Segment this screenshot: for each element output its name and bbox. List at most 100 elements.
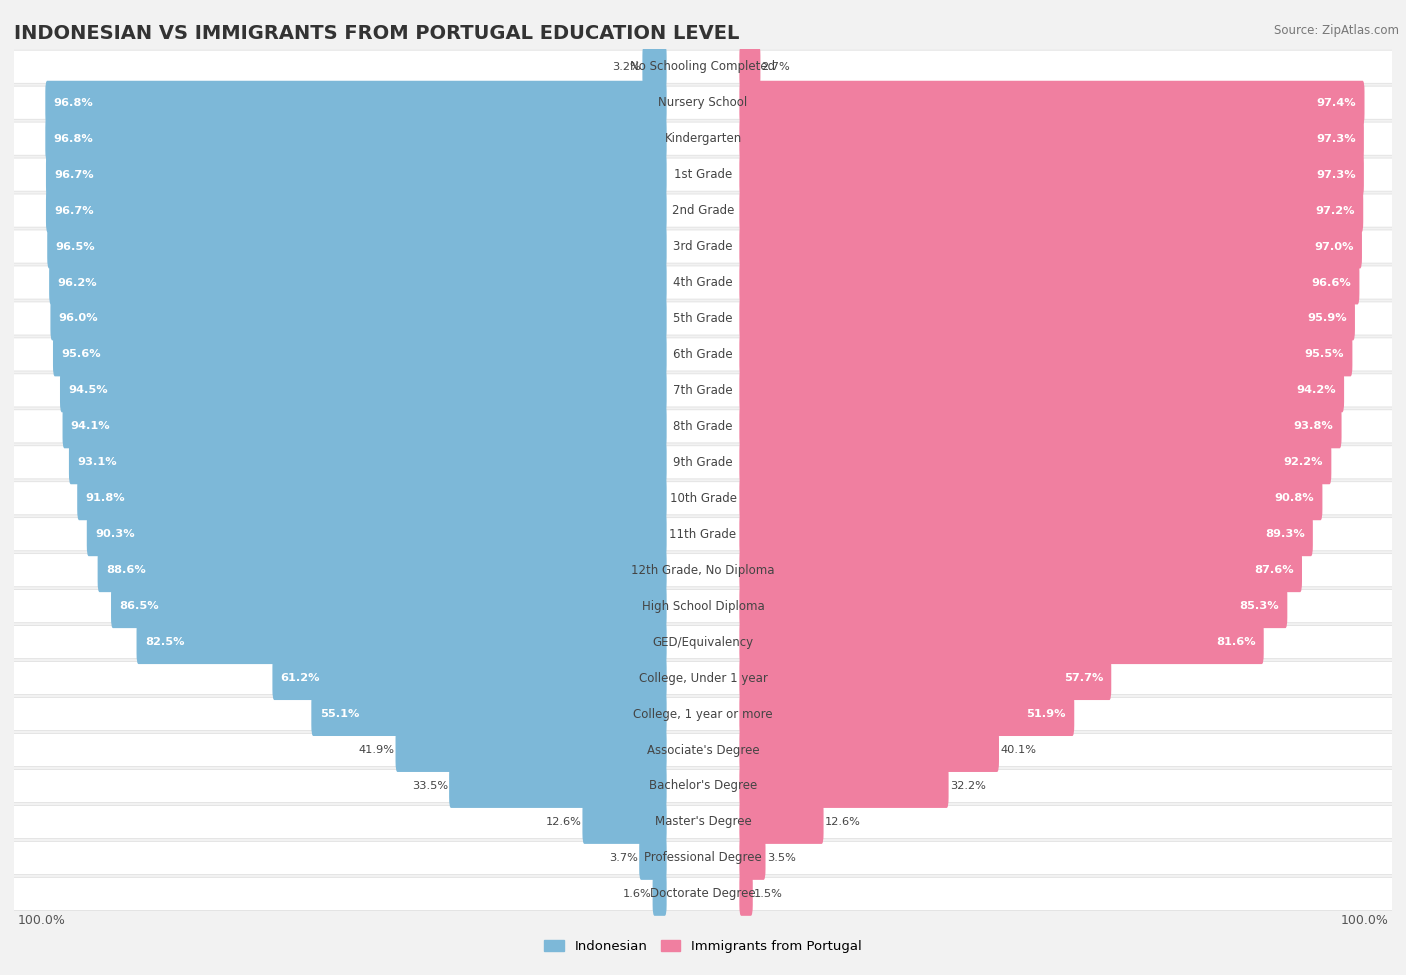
Text: 93.1%: 93.1% (77, 457, 117, 467)
Text: 97.0%: 97.0% (1315, 242, 1354, 252)
FancyBboxPatch shape (740, 332, 1353, 376)
Text: 82.5%: 82.5% (145, 637, 184, 647)
FancyBboxPatch shape (0, 662, 1406, 694)
Text: 94.1%: 94.1% (70, 421, 111, 431)
Text: 5th Grade: 5th Grade (673, 312, 733, 325)
FancyBboxPatch shape (46, 188, 666, 232)
FancyBboxPatch shape (740, 405, 1341, 449)
Text: INDONESIAN VS IMMIGRANTS FROM PORTUGAL EDUCATION LEVEL: INDONESIAN VS IMMIGRANTS FROM PORTUGAL E… (14, 24, 740, 43)
Text: 96.5%: 96.5% (55, 242, 96, 252)
Text: 1st Grade: 1st Grade (673, 168, 733, 181)
FancyBboxPatch shape (51, 296, 666, 340)
FancyBboxPatch shape (740, 441, 1331, 485)
Text: 3.5%: 3.5% (766, 853, 796, 863)
FancyBboxPatch shape (0, 410, 1406, 443)
FancyBboxPatch shape (69, 441, 666, 485)
FancyBboxPatch shape (740, 477, 1323, 521)
Text: Source: ZipAtlas.com: Source: ZipAtlas.com (1274, 24, 1399, 37)
FancyBboxPatch shape (48, 224, 666, 268)
Text: 9th Grade: 9th Grade (673, 456, 733, 469)
FancyBboxPatch shape (136, 620, 666, 664)
FancyBboxPatch shape (395, 728, 666, 772)
FancyBboxPatch shape (0, 122, 1406, 155)
FancyBboxPatch shape (740, 512, 1313, 556)
FancyBboxPatch shape (740, 260, 1360, 304)
FancyBboxPatch shape (46, 153, 666, 197)
Text: 7th Grade: 7th Grade (673, 384, 733, 397)
Text: 32.2%: 32.2% (950, 781, 986, 791)
Text: 1.5%: 1.5% (754, 889, 783, 899)
Text: 96.8%: 96.8% (53, 134, 93, 143)
FancyBboxPatch shape (111, 584, 666, 628)
Text: 90.8%: 90.8% (1274, 493, 1315, 503)
FancyBboxPatch shape (77, 477, 666, 521)
FancyBboxPatch shape (0, 338, 1406, 370)
FancyBboxPatch shape (740, 656, 1111, 700)
Text: Nursery School: Nursery School (658, 97, 748, 109)
Text: 86.5%: 86.5% (120, 602, 159, 611)
FancyBboxPatch shape (740, 800, 824, 844)
FancyBboxPatch shape (0, 878, 1406, 911)
FancyBboxPatch shape (740, 224, 1362, 268)
Text: 89.3%: 89.3% (1265, 529, 1305, 539)
Text: College, Under 1 year: College, Under 1 year (638, 672, 768, 684)
FancyBboxPatch shape (449, 764, 666, 808)
Text: Doctorate Degree: Doctorate Degree (650, 887, 756, 900)
Text: 12th Grade, No Diploma: 12th Grade, No Diploma (631, 564, 775, 577)
FancyBboxPatch shape (0, 158, 1406, 191)
FancyBboxPatch shape (740, 188, 1364, 232)
Text: 61.2%: 61.2% (281, 673, 321, 683)
FancyBboxPatch shape (49, 260, 666, 304)
Text: 97.2%: 97.2% (1316, 206, 1355, 215)
Text: 40.1%: 40.1% (1000, 745, 1036, 755)
FancyBboxPatch shape (45, 81, 666, 125)
FancyBboxPatch shape (311, 692, 666, 736)
FancyBboxPatch shape (273, 656, 666, 700)
Text: GED/Equivalency: GED/Equivalency (652, 636, 754, 648)
FancyBboxPatch shape (53, 332, 666, 376)
Text: 97.3%: 97.3% (1316, 134, 1355, 143)
Text: 96.6%: 96.6% (1312, 278, 1351, 288)
Text: 8th Grade: 8th Grade (673, 420, 733, 433)
Text: 96.8%: 96.8% (53, 98, 93, 107)
Text: College, 1 year or more: College, 1 year or more (633, 708, 773, 721)
Text: 51.9%: 51.9% (1026, 709, 1066, 720)
Text: 3.2%: 3.2% (613, 61, 641, 72)
Text: 3.7%: 3.7% (609, 853, 638, 863)
FancyBboxPatch shape (0, 733, 1406, 766)
Text: 95.5%: 95.5% (1305, 349, 1344, 360)
FancyBboxPatch shape (640, 836, 666, 879)
Text: No Schooling Completed: No Schooling Completed (630, 60, 776, 73)
FancyBboxPatch shape (60, 369, 666, 412)
Text: 90.3%: 90.3% (96, 529, 135, 539)
Text: High School Diploma: High School Diploma (641, 600, 765, 612)
Text: 100.0%: 100.0% (17, 915, 65, 927)
Text: Bachelor's Degree: Bachelor's Degree (650, 779, 756, 793)
FancyBboxPatch shape (0, 554, 1406, 587)
FancyBboxPatch shape (0, 302, 1406, 335)
Text: 57.7%: 57.7% (1063, 673, 1102, 683)
FancyBboxPatch shape (0, 590, 1406, 623)
Text: 95.6%: 95.6% (62, 349, 101, 360)
Text: 96.7%: 96.7% (55, 170, 94, 179)
Text: Associate's Degree: Associate's Degree (647, 744, 759, 757)
Text: 97.3%: 97.3% (1316, 170, 1355, 179)
FancyBboxPatch shape (740, 692, 1074, 736)
Text: 33.5%: 33.5% (412, 781, 449, 791)
Text: Master's Degree: Master's Degree (655, 815, 751, 829)
FancyBboxPatch shape (740, 872, 752, 916)
FancyBboxPatch shape (0, 482, 1406, 515)
FancyBboxPatch shape (0, 518, 1406, 551)
Text: 41.9%: 41.9% (359, 745, 394, 755)
Text: 87.6%: 87.6% (1254, 566, 1294, 575)
FancyBboxPatch shape (0, 805, 1406, 838)
FancyBboxPatch shape (740, 153, 1364, 197)
Text: 2.7%: 2.7% (762, 61, 790, 72)
FancyBboxPatch shape (740, 369, 1344, 412)
Text: 96.0%: 96.0% (59, 314, 98, 324)
FancyBboxPatch shape (0, 194, 1406, 227)
Text: 96.2%: 96.2% (58, 278, 97, 288)
Text: 95.9%: 95.9% (1308, 314, 1347, 324)
FancyBboxPatch shape (652, 872, 666, 916)
Text: Kindergarten: Kindergarten (665, 133, 741, 145)
